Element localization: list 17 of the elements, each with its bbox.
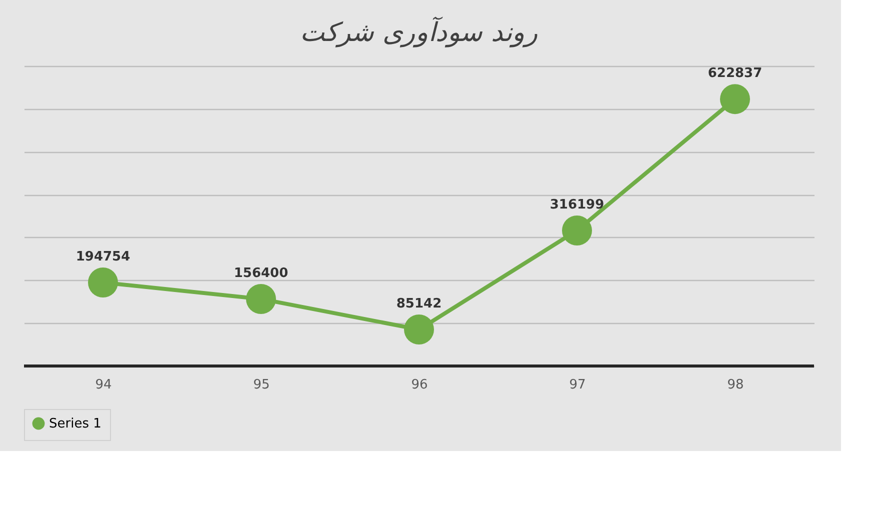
point <box>404 314 434 344</box>
x-tick-label: 96 <box>411 378 428 392</box>
chart-title: روند سودآوری شرکت <box>300 16 538 48</box>
point <box>720 84 750 114</box>
x-tick-label: 98 <box>727 378 744 392</box>
point <box>562 216 592 246</box>
x-tick-label: 94 <box>95 378 112 392</box>
x-tick-label: 95 <box>253 378 270 392</box>
data-label: 194754 <box>76 250 130 265</box>
point <box>88 268 118 298</box>
point <box>246 284 276 314</box>
data-label: 622837 <box>708 66 762 82</box>
data-label: 85142 <box>396 296 442 312</box>
legend-label: Series 1 <box>49 416 102 432</box>
x-tick-label: 97 <box>569 378 586 392</box>
data-label: 316199 <box>550 197 604 212</box>
data-label: 156400 <box>234 266 288 281</box>
